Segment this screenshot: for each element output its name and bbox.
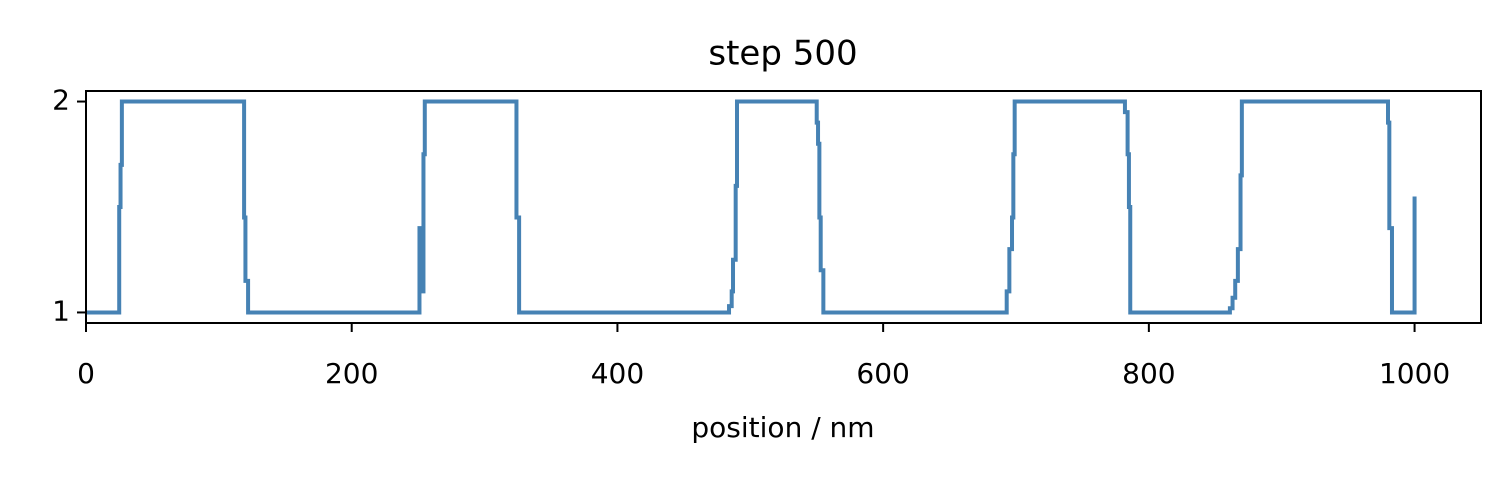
x-tick-label: 200: [325, 357, 378, 390]
plot-frame: [85, 90, 1482, 324]
x-axis-label: position / nm: [691, 411, 874, 444]
y-tick-label: 2: [52, 84, 70, 117]
line: [86, 99, 1417, 315]
x-tick-label: 600: [856, 357, 909, 390]
x-tick-label: 400: [591, 357, 644, 390]
chart-title: step 500: [708, 34, 857, 74]
x-tick-label: 0: [77, 357, 95, 390]
x-tick-label: 800: [1122, 357, 1175, 390]
x-tick-label: 1000: [1379, 357, 1450, 390]
y-tick-label: 1: [52, 294, 70, 327]
